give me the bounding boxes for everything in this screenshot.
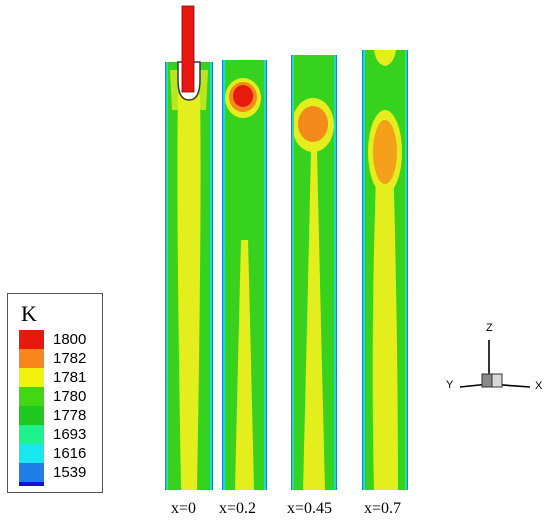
legend-title: K	[21, 301, 37, 326]
legend-entry	[19, 482, 99, 486]
case-label-x045: x=0.45	[287, 500, 333, 517]
legend-swatch	[19, 463, 44, 482]
column-x045-core	[303, 150, 325, 490]
legend-entry: 1782	[19, 349, 99, 369]
heater-rod	[181, 5, 195, 93]
legend-label: 1616	[53, 445, 87, 462]
legend-label: 1781	[53, 369, 87, 386]
column-x02-hot-core	[233, 85, 253, 107]
axis-triad	[459, 340, 531, 388]
legend-label: 1539	[53, 464, 87, 481]
legend-swatch	[19, 349, 44, 368]
legend-swatch	[19, 330, 44, 349]
legend-swatch	[19, 425, 44, 444]
legend-swatch	[19, 368, 44, 387]
legend-label: 1778	[53, 407, 87, 424]
column-x02-wall-right	[264, 60, 267, 490]
legend-entry: 1693	[19, 425, 99, 445]
legend-entry: 1800	[19, 330, 99, 350]
column-x045	[291, 55, 337, 490]
column-x07-top-cap	[374, 50, 396, 66]
legend-entry: 1539	[19, 463, 99, 483]
legend-label: 1693	[53, 426, 87, 443]
legend-entry: 1780	[19, 387, 99, 407]
legend-swatch	[19, 482, 44, 486]
legend-entry: 1781	[19, 368, 99, 388]
column-x045-hot-core	[298, 106, 328, 142]
column-x02-wall-left	[222, 60, 225, 490]
column-x02	[222, 60, 267, 490]
axis-label-z: Z	[486, 322, 493, 334]
column-x0-core	[177, 95, 201, 490]
legend-swatch	[19, 387, 44, 406]
column-x02-core	[235, 240, 254, 490]
column-x045-wall-right	[334, 55, 337, 490]
legend-label: 1780	[53, 388, 87, 405]
column-x045-wall-left	[291, 55, 294, 490]
column-x07-wall-right	[405, 50, 408, 490]
column-x07	[362, 50, 408, 490]
legend-swatch	[19, 444, 44, 463]
legend-label: 1800	[53, 331, 87, 348]
column-x07-wall-left	[362, 50, 365, 490]
case-label-x0: x=0	[171, 500, 197, 517]
case-label-x02: x=0.2	[219, 500, 257, 517]
legend-entry: 1778	[19, 406, 99, 426]
legend-label: 1782	[53, 350, 87, 367]
column-x0-wall-left	[165, 62, 168, 490]
column-x0	[165, 5, 213, 490]
column-x07-hot-core	[373, 120, 397, 184]
case-label-x07: x=0.7	[364, 500, 402, 517]
axis-cube-face	[491, 373, 503, 388]
axis-label-y: Y	[446, 379, 454, 391]
column-x0-wall-right	[210, 62, 213, 490]
legend-swatch	[19, 406, 44, 425]
column-x07-core	[372, 120, 398, 490]
temperature-legend: K 1800 1782 1781 1780 1778 1693 1616 153…	[7, 293, 103, 493]
axis-label-x: X	[535, 380, 543, 392]
legend-entry: 1616	[19, 444, 99, 464]
